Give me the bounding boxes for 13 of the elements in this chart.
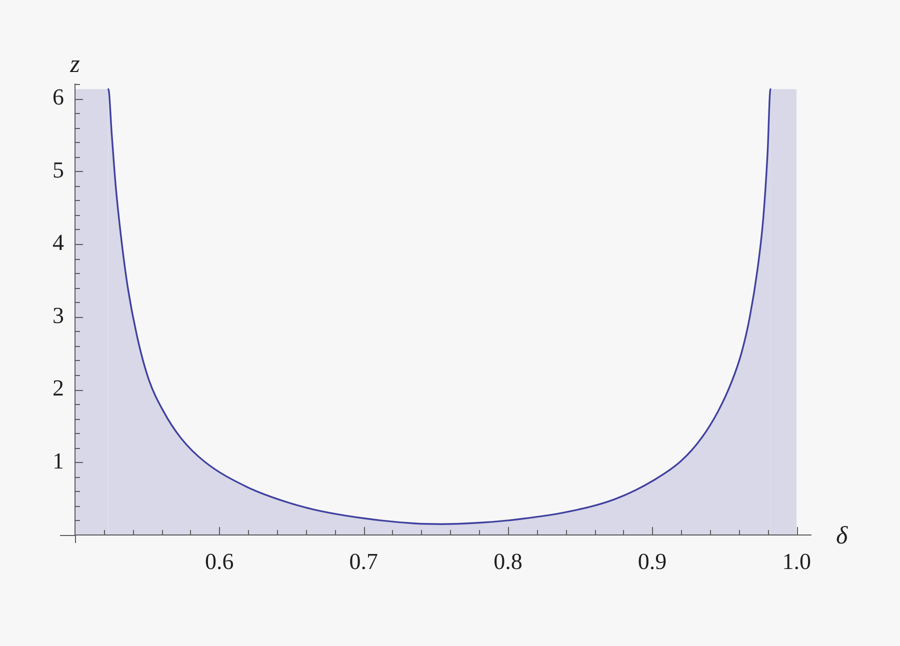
y-tick-label: 3 [52,302,64,328]
x-tick-label: 1.0 [782,548,811,574]
y-tick-label: 2 [52,376,64,401]
y-tick-label: 6 [52,84,64,110]
x-tick-label: 0.9 [638,548,667,574]
x-tick-label: 0.7 [349,548,378,574]
y-tick-label: 5 [52,157,64,182]
x-tick-label: 0.6 [204,548,234,574]
y-axis-title: z [69,51,80,78]
x-tick-label: 0.8 [494,548,522,574]
x-axis-title: δ [836,522,848,550]
y-tick-label: 4 [52,230,64,256]
y-tick-label: 1 [52,448,64,474]
